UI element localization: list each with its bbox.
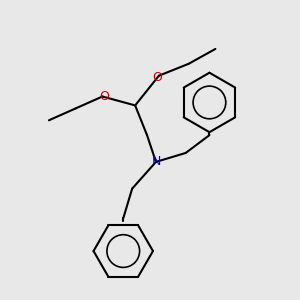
- Text: O: O: [99, 90, 109, 103]
- Text: O: O: [152, 71, 162, 84]
- Text: N: N: [151, 155, 160, 168]
